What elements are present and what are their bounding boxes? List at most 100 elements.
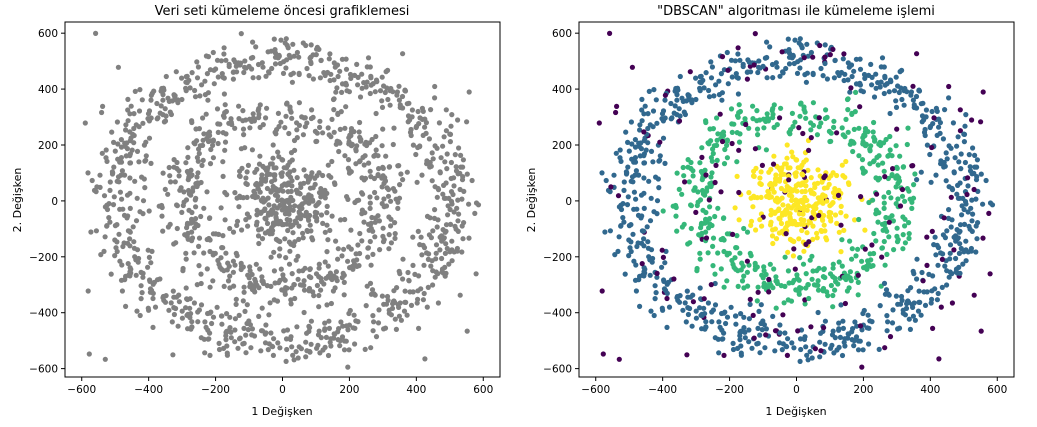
data-point bbox=[457, 170, 463, 176]
data-point bbox=[258, 328, 265, 334]
data-point bbox=[189, 172, 195, 178]
data-point bbox=[785, 203, 791, 209]
data-point bbox=[314, 138, 320, 144]
data-point bbox=[783, 231, 789, 237]
data-point bbox=[736, 217, 742, 223]
data-point bbox=[221, 51, 227, 57]
data-point bbox=[202, 350, 208, 356]
data-point bbox=[896, 89, 902, 96]
data-point bbox=[160, 97, 166, 103]
data-point bbox=[395, 205, 401, 211]
data-point bbox=[451, 175, 457, 181]
data-point bbox=[761, 116, 767, 122]
data-point bbox=[295, 276, 301, 282]
data-point bbox=[300, 132, 306, 138]
data-point bbox=[608, 184, 614, 190]
data-point bbox=[324, 210, 330, 216]
data-point bbox=[823, 107, 829, 113]
data-point bbox=[385, 96, 391, 103]
data-point bbox=[791, 218, 797, 224]
data-point bbox=[200, 115, 206, 121]
data-point bbox=[816, 124, 822, 130]
data-point bbox=[814, 230, 820, 236]
data-point bbox=[381, 180, 387, 186]
data-point bbox=[652, 283, 658, 289]
data-point bbox=[622, 271, 628, 277]
data-point bbox=[234, 69, 240, 75]
data-point bbox=[904, 141, 910, 148]
data-point bbox=[406, 278, 412, 284]
data-point bbox=[381, 326, 387, 332]
data-point bbox=[836, 327, 842, 333]
data-point bbox=[853, 89, 859, 95]
data-point bbox=[147, 278, 153, 284]
data-point bbox=[321, 192, 328, 198]
data-point bbox=[204, 189, 210, 195]
data-point bbox=[938, 161, 944, 167]
data-point bbox=[831, 75, 838, 81]
data-point bbox=[282, 125, 288, 131]
data-point bbox=[243, 332, 249, 338]
data-point bbox=[798, 101, 804, 107]
data-point bbox=[308, 54, 314, 60]
data-point bbox=[787, 236, 794, 242]
data-point bbox=[97, 172, 103, 178]
data-point bbox=[263, 115, 269, 121]
data-point bbox=[272, 185, 278, 191]
data-point bbox=[328, 174, 334, 180]
data-point bbox=[838, 249, 844, 255]
data-point bbox=[295, 355, 301, 361]
data-point bbox=[626, 148, 632, 154]
data-point bbox=[339, 56, 345, 62]
data-point bbox=[699, 230, 705, 236]
data-point bbox=[180, 268, 186, 274]
data-point bbox=[954, 143, 960, 149]
data-point bbox=[247, 268, 253, 274]
data-point bbox=[275, 340, 281, 346]
data-point bbox=[725, 67, 731, 73]
data-point bbox=[150, 295, 156, 302]
data-point bbox=[881, 205, 887, 211]
data-point bbox=[729, 140, 735, 147]
data-point bbox=[724, 142, 730, 148]
data-point bbox=[802, 297, 808, 303]
data-point bbox=[761, 268, 767, 274]
data-point bbox=[363, 84, 369, 90]
data-point bbox=[276, 253, 282, 259]
data-point bbox=[245, 272, 251, 278]
data-point bbox=[600, 351, 606, 357]
data-point bbox=[902, 240, 909, 246]
data-point bbox=[791, 345, 797, 351]
data-point bbox=[743, 121, 749, 128]
data-point bbox=[145, 305, 151, 311]
data-point bbox=[206, 129, 213, 135]
data-point bbox=[875, 162, 881, 168]
data-point bbox=[650, 159, 656, 165]
data-point bbox=[822, 173, 828, 179]
data-point bbox=[802, 109, 808, 115]
data-point bbox=[243, 350, 249, 356]
data-point bbox=[808, 49, 815, 56]
data-point bbox=[930, 325, 936, 331]
data-point bbox=[307, 325, 313, 331]
data-point bbox=[887, 110, 893, 117]
data-point bbox=[194, 174, 200, 180]
data-point bbox=[774, 122, 780, 128]
data-point bbox=[859, 327, 865, 333]
data-point bbox=[232, 262, 238, 268]
data-point bbox=[793, 197, 799, 203]
data-point bbox=[277, 202, 283, 208]
data-point bbox=[304, 330, 310, 336]
data-point bbox=[377, 247, 383, 253]
data-point bbox=[140, 120, 146, 126]
data-point bbox=[657, 153, 663, 159]
data-point bbox=[854, 323, 860, 329]
data-point bbox=[173, 69, 179, 75]
data-point bbox=[839, 237, 845, 243]
data-point bbox=[205, 138, 212, 145]
data-point bbox=[810, 122, 817, 128]
data-point bbox=[728, 57, 735, 63]
data-point bbox=[754, 126, 761, 132]
data-point bbox=[350, 266, 356, 272]
